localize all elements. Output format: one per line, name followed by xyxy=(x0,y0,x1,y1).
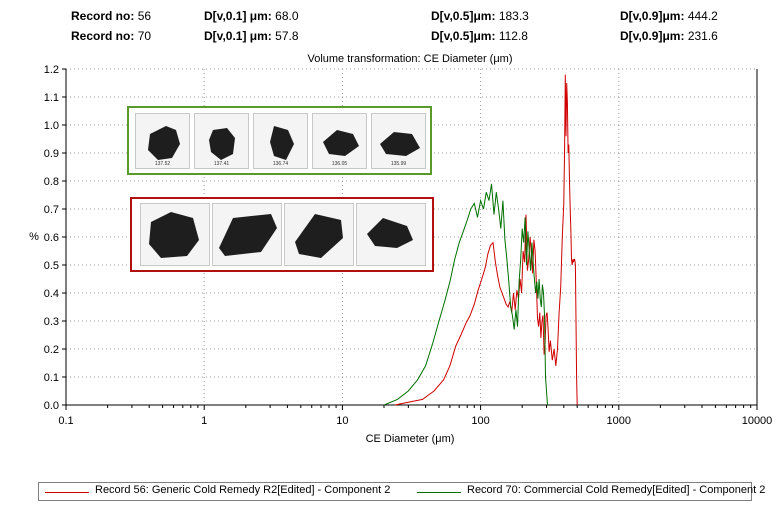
particle-thumbnail xyxy=(140,203,210,266)
series-line-record-56 xyxy=(394,74,578,406)
legend: Record 56: Generic Cold Remedy R2[Edited… xyxy=(38,482,765,501)
y-tick-label: 1.1 xyxy=(44,92,59,104)
record-label: Record no: 56 xyxy=(71,9,152,23)
particle-image xyxy=(149,212,199,258)
d90-stat: D[v,0.9]μm: 444.2 xyxy=(620,9,718,23)
particle-thumbnail xyxy=(212,203,282,266)
series-line-record-70 xyxy=(383,183,548,406)
record-label: Record no: 70 xyxy=(71,29,152,43)
y-tick-label: 0.5 xyxy=(44,260,59,272)
particle-thumbnails-panel-red xyxy=(130,197,434,272)
particle-thumbnails-panel-green: 137.52 137.41 136.74 136.05 135.99 xyxy=(127,106,432,175)
y-tick-label: 0.0 xyxy=(44,400,59,412)
y-tick-label: 0.4 xyxy=(44,288,59,300)
legend-swatch-green xyxy=(417,492,461,493)
y-tick-label: 0.7 xyxy=(44,204,59,216)
series-group xyxy=(383,74,578,406)
thumbnail-label: 136.05 xyxy=(331,161,348,167)
chart-title: Volume transformation: CE Diameter (μm) xyxy=(307,53,512,65)
y-axis-label: % xyxy=(29,231,39,243)
y-tick-label: 0.1 xyxy=(44,372,59,384)
x-tick-label: 0.1 xyxy=(58,415,73,427)
particle-image xyxy=(323,130,359,156)
x-tick-label: 1000 xyxy=(607,415,631,427)
legend-swatch-red xyxy=(45,492,89,493)
thumbnail-label: 135.99 xyxy=(390,161,407,167)
x-axis-label: CE Diameter (μm) xyxy=(366,433,455,445)
x-tick-label: 10 xyxy=(336,415,348,427)
d50-stat: D[v,0.5]μm: 183.3 xyxy=(431,9,529,23)
particle-image xyxy=(148,126,180,160)
d10-stat: D[v,0.1] μm: 57.8 xyxy=(204,29,299,43)
d90-stat: D[v,0.9]μm: 231.6 xyxy=(620,29,718,43)
particle-image xyxy=(367,218,413,248)
particle-image xyxy=(380,132,420,156)
y-tick-label: 1.0 xyxy=(44,120,59,132)
particle-thumbnail: 137.52 xyxy=(135,113,190,169)
particle-thumbnail: 136.74 xyxy=(253,113,308,169)
y-tick-label: 0.8 xyxy=(44,176,59,188)
x-tick-label: 100 xyxy=(471,415,489,427)
particle-image xyxy=(219,214,277,256)
summary-row-record-56: Record no: 56 D[v,0.1] μm: 68.0 D[v,0.5]… xyxy=(0,9,783,27)
particle-image xyxy=(295,214,343,258)
thumbnail-label: 137.52 xyxy=(154,161,171,167)
d50-stat: D[v,0.5]μm: 112.8 xyxy=(431,29,528,43)
axes: 0.0 0.1 0.2 0.3 0.4 0.5 0.6 0.7 0.8 0.9 1.0 1.1 1.2 0… xyxy=(44,64,773,427)
x-tick-label: 10000 xyxy=(742,415,773,427)
particle-image xyxy=(209,128,235,160)
legend-label: Record 56: Generic Cold Remedy R2[Edited… xyxy=(95,484,391,496)
y-tick-label: 0.3 xyxy=(44,316,59,328)
summary-row-record-70: Record no: 70 D[v,0.1] μm: 57.8 D[v,0.5]… xyxy=(0,29,783,47)
thumbnail-label: 136.74 xyxy=(272,161,289,167)
particle-thumbnail xyxy=(284,203,354,266)
particle-thumbnail: 136.05 xyxy=(312,113,367,169)
y-tick-label: 0.6 xyxy=(44,232,59,244)
thumbnail-label: 137.41 xyxy=(213,161,230,167)
particle-thumbnail xyxy=(356,203,426,266)
legend-label: Record 70: Commercial Cold Remedy[Edited… xyxy=(467,484,766,496)
particle-thumbnail: 135.99 xyxy=(371,113,426,169)
particle-image xyxy=(270,126,294,160)
y-tick-label: 0.9 xyxy=(44,148,59,160)
y-tick-label: 1.2 xyxy=(44,64,59,76)
x-tick-label: 1 xyxy=(201,415,207,427)
d10-stat: D[v,0.1] μm: 68.0 xyxy=(204,9,299,23)
y-tick-label: 0.2 xyxy=(44,344,59,356)
particle-thumbnail: 137.41 xyxy=(194,113,249,169)
